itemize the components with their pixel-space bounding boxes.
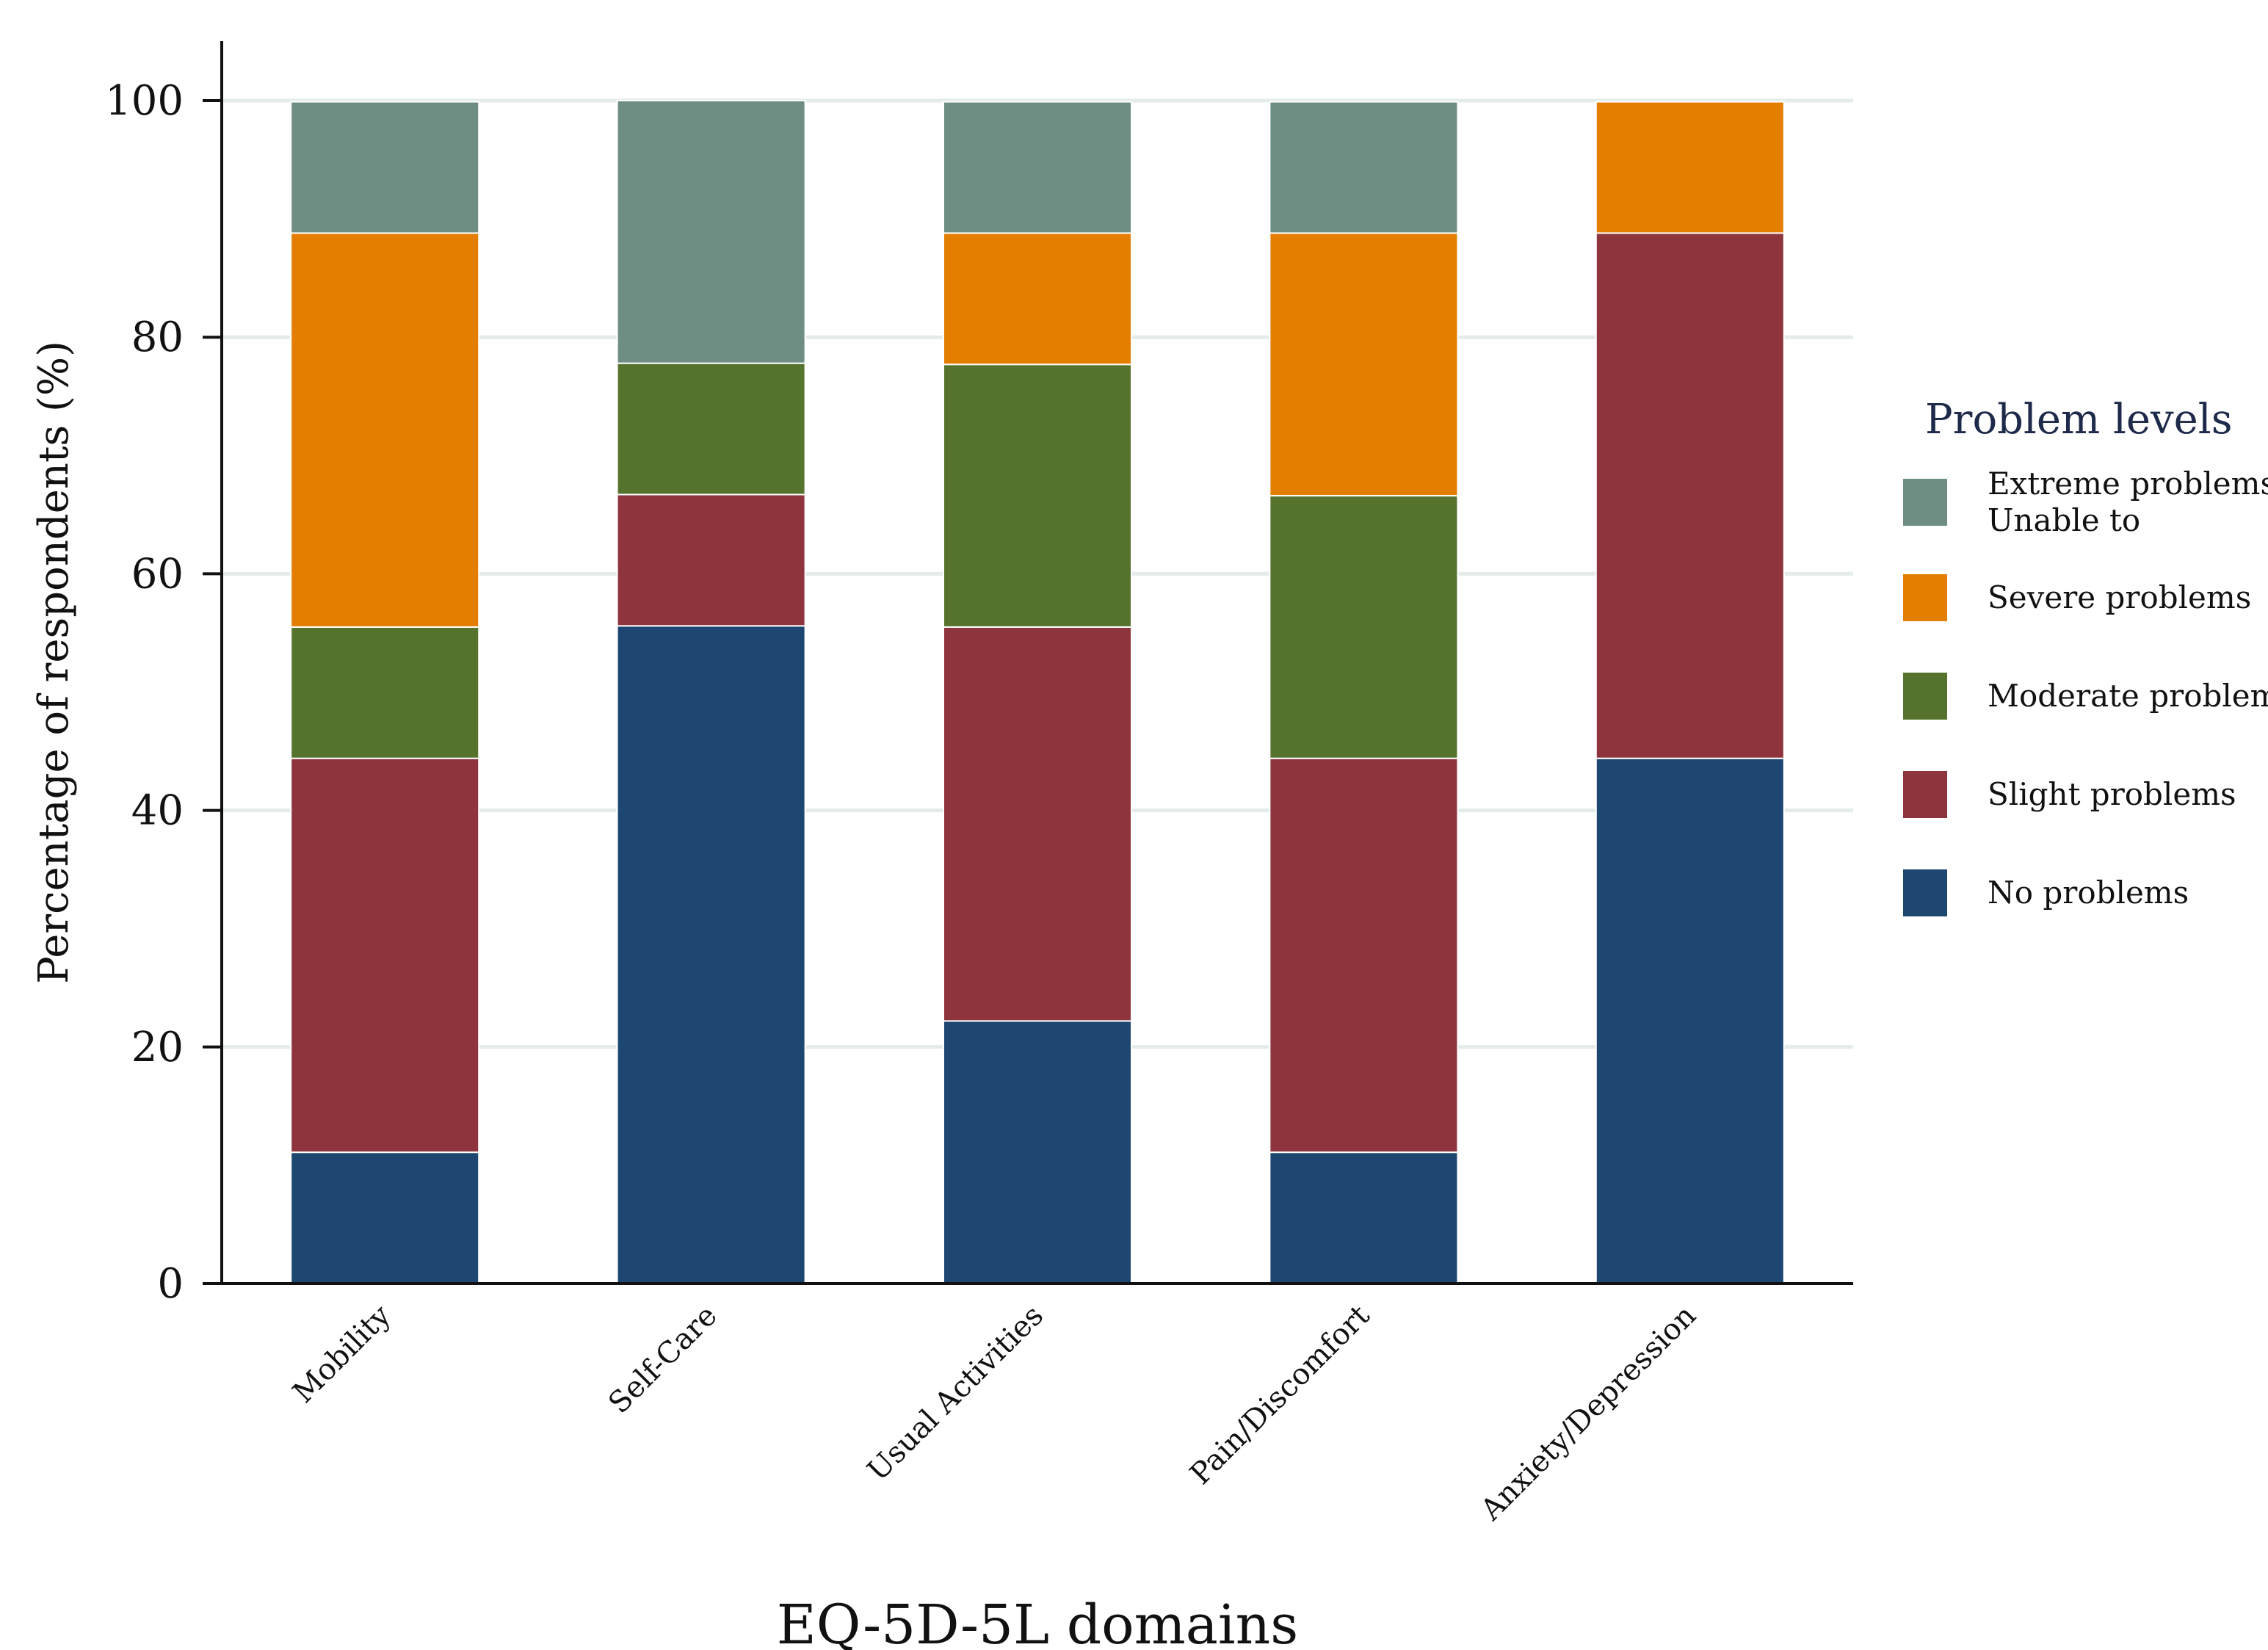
y-tick-label-20: 20: [131, 1024, 184, 1071]
legend-label-severe-problems: Severe problems: [1988, 579, 2251, 615]
bar-usual-activities-no-problems: [943, 1020, 1132, 1285]
bar-mobility-severe-problems: [290, 232, 480, 628]
bar-anxiety-depression-slight-problems: [1595, 232, 1785, 759]
legend-title: Problem levels: [1925, 396, 2232, 444]
axes: [220, 41, 1853, 1285]
y-axis-ticks: 0 20 40 60 80 100: [105, 77, 222, 1308]
legend-label-moderate-problems: Moderate problems: [1988, 678, 2268, 714]
y-axis-title: Percentage of respondents (%): [30, 341, 78, 984]
bar-usual-activities-slight-problems: [943, 626, 1132, 1022]
bar-usual-activities-extreme-problems-unable-to: [943, 101, 1132, 234]
y-tick-label-40: 40: [131, 787, 184, 835]
legend-swatch-extreme-problems-unable-to: [1903, 479, 1947, 526]
bar-pain-discomfort-moderate-problems: [1269, 495, 1459, 759]
legend-label-extreme-problems-unable-to-line-1: Extreme problems/: [1988, 466, 2268, 502]
bar-anxiety-depression-severe-problems: [1595, 101, 1785, 234]
x-axis-ticks: Mobility Self-Care Usual Activities Pain/Di…: [286, 1298, 1703, 1527]
bar-pain-discomfort-slight-problems: [1269, 757, 1459, 1154]
bar-pain-discomfort-extreme-problems-unable-to: [1269, 101, 1459, 234]
bar-pain-discomfort-severe-problems: [1269, 232, 1459, 497]
bar-pain-discomfort-no-problems: [1269, 1151, 1459, 1284]
bar-self-care-moderate-problems: [616, 362, 806, 496]
y-tick-label-80: 80: [131, 314, 184, 361]
bar-mobility-slight-problems: [290, 757, 480, 1154]
bar-mobility-no-problems: [290, 1151, 480, 1284]
x-tick-label-usual-activities: Usual Activities: [861, 1299, 1050, 1488]
bar-self-care-slight-problems: [616, 493, 806, 627]
legend-label-no-problems: No problems: [1988, 875, 2189, 911]
bar-self-care-extreme-problems-unable-to: [616, 100, 806, 364]
bar-mobility-extreme-problems-unable-to: [290, 101, 480, 234]
legend-label-extreme-problems-unable-to-line-2: Unable to: [1988, 502, 2140, 538]
x-tick-label-self-care: Self-Care: [602, 1299, 723, 1420]
x-axis-title: EQ-5D-5L domains: [777, 1593, 1298, 1650]
x-tick-label-mobility: Mobility: [286, 1298, 397, 1409]
bar-usual-activities-moderate-problems: [943, 363, 1132, 628]
x-tick-label-anxiety-depression: Anxiety/Depression: [1474, 1299, 1703, 1528]
bar-usual-activities-severe-problems: [943, 232, 1132, 366]
x-tick-label-pain-discomfort: Pain/Discomfort: [1184, 1299, 1376, 1491]
bar-mobility-moderate-problems: [290, 626, 480, 759]
legend-swatch-slight-problems: [1903, 771, 1947, 818]
bar-anxiety-depression-no-problems: [1595, 757, 1785, 1284]
legend-swatch-no-problems: [1903, 869, 1947, 916]
legend-label-slight-problems: Slight problems: [1988, 776, 2236, 812]
bar-self-care-no-problems: [616, 625, 806, 1284]
legend-swatch-severe-problems: [1903, 574, 1947, 621]
y-tick-label-100: 100: [105, 77, 184, 125]
y-tick-label-60: 60: [131, 550, 184, 598]
legend-items: Extreme problems/Unable to Severe problem…: [1903, 466, 2268, 916]
y-tick-label-0: 0: [157, 1260, 184, 1308]
legend: Problem levels Extreme problems/Unable t…: [1903, 396, 2268, 916]
legend-swatch-moderate-problems: [1903, 673, 1947, 720]
bars: [290, 100, 1785, 1285]
